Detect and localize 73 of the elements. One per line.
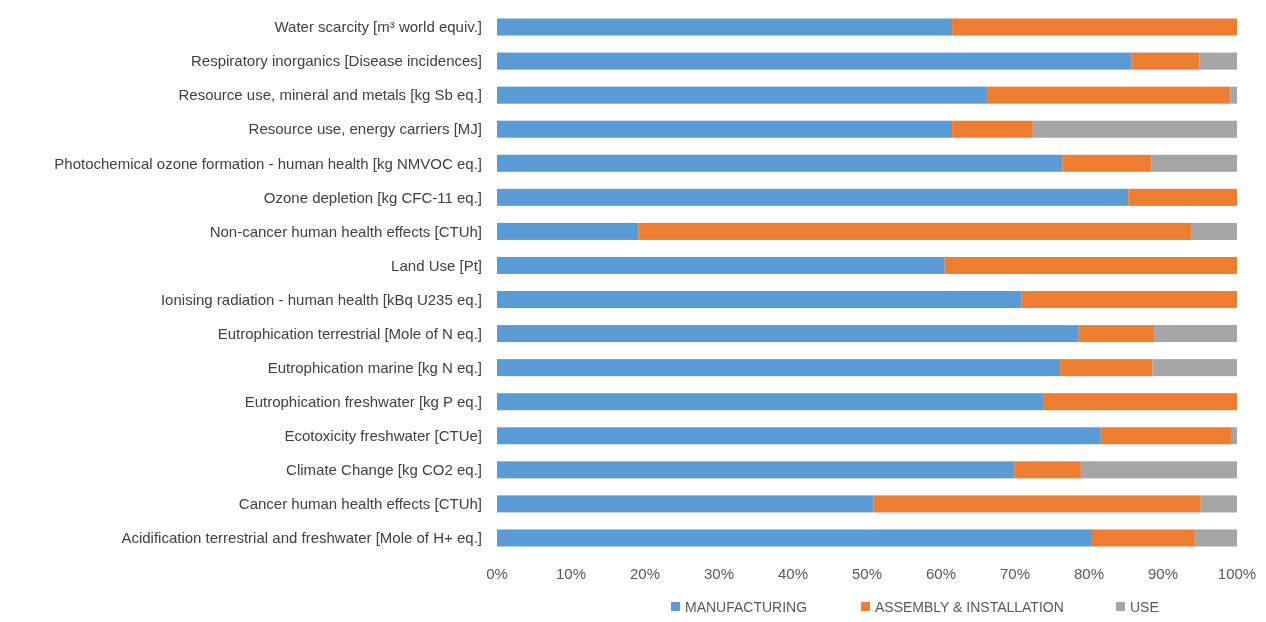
y-tick-label: Eutrophication freshwater [kg P eq.] [244, 392, 482, 410]
bar [638, 222, 1192, 240]
bar [497, 188, 1129, 206]
bar [1154, 325, 1237, 343]
bar [497, 154, 1063, 172]
y-tick-label: Respiratory inorganics [Disease incidences] [191, 52, 482, 70]
bar [944, 256, 1237, 274]
bar [1091, 529, 1195, 547]
bar [497, 461, 1015, 479]
bar [986, 86, 1231, 104]
x-tick-label: 70% [999, 565, 1031, 582]
bar [497, 427, 1101, 445]
bar [1191, 222, 1237, 240]
bar [497, 120, 953, 138]
bar [1078, 325, 1155, 343]
bar [1080, 461, 1237, 479]
legend-label: ASSEMBLY & INSTALLATION [875, 599, 1064, 615]
x-tick-label: 0% [486, 565, 508, 582]
bar [1060, 359, 1153, 377]
bar [497, 291, 1022, 309]
y-tick-label: Non-cancer human health effects [CTUh] [209, 222, 482, 240]
y-tick-label: Climate Change [kg CO2 eq.] [286, 461, 482, 479]
bar [1014, 461, 1081, 479]
x-tick-label: 100% [1217, 565, 1257, 582]
bar [873, 495, 1201, 513]
bar [1032, 120, 1237, 138]
bar [952, 18, 1237, 36]
bar [1100, 427, 1232, 445]
bar [1230, 86, 1237, 104]
bar [1231, 427, 1237, 445]
bar [1200, 495, 1237, 513]
bar [1128, 188, 1237, 206]
legend-label: MANUFACTURING [685, 599, 808, 615]
bar [1021, 291, 1237, 309]
y-tick-label: Ionising radiation - human health [kBq U235 eq.] [160, 290, 482, 308]
bar [497, 495, 874, 513]
y-tick-label: Water scarcity [m³ world equiv.] [274, 18, 482, 36]
x-tick-label: 80% [1073, 565, 1105, 582]
bar [497, 359, 1061, 377]
bar [497, 222, 639, 240]
y-tick-label: Eutrophication terrestrial [Mole of N eq.] [217, 324, 482, 342]
y-tick-label: Cancer human health effects [CTUh] [238, 495, 482, 513]
y-tick-label: Resource use, mineral and metals [kg Sb eq.] [178, 86, 482, 104]
x-tick-label: 30% [703, 565, 735, 582]
y-tick-label: Land Use [Pt] [391, 256, 482, 274]
bar [497, 18, 953, 36]
y-tick-label: Acidification terrestrial and freshwater [Mole of H+ eq.] [121, 529, 482, 547]
bar [1043, 393, 1237, 411]
x-tick-label: 90% [1147, 565, 1179, 582]
bar [952, 120, 1033, 138]
y-tick-label: Resource use, energy carriers [MJ] [248, 120, 482, 138]
bar [1131, 52, 1200, 70]
y-tick-label: Ozone depletion [kg CFC-11 eq.] [263, 188, 482, 206]
y-tick-label: Eutrophication marine [kg N eq.] [267, 358, 482, 376]
y-tick-label: Photochemical ozone formation - human health [kg NMVOC eq.] [54, 154, 482, 172]
bar [497, 393, 1044, 411]
bar [497, 52, 1132, 70]
x-tick-label: 60% [925, 565, 957, 582]
x-tick-label: 20% [629, 565, 661, 582]
x-tick-label: 40% [777, 565, 809, 582]
x-tick-label: 50% [851, 565, 883, 582]
y-tick-label: Ecotoxicity freshwater [CTUe] [284, 427, 482, 445]
bar [1062, 154, 1152, 172]
bar [497, 256, 945, 274]
bar [1194, 529, 1237, 547]
bar [1152, 359, 1237, 377]
legend-label: USE [1130, 599, 1159, 615]
bar [497, 86, 987, 104]
bar [1151, 154, 1237, 172]
bar [1199, 52, 1237, 70]
x-tick-label: 10% [555, 565, 587, 582]
bar [497, 325, 1079, 343]
bar [497, 529, 1092, 547]
